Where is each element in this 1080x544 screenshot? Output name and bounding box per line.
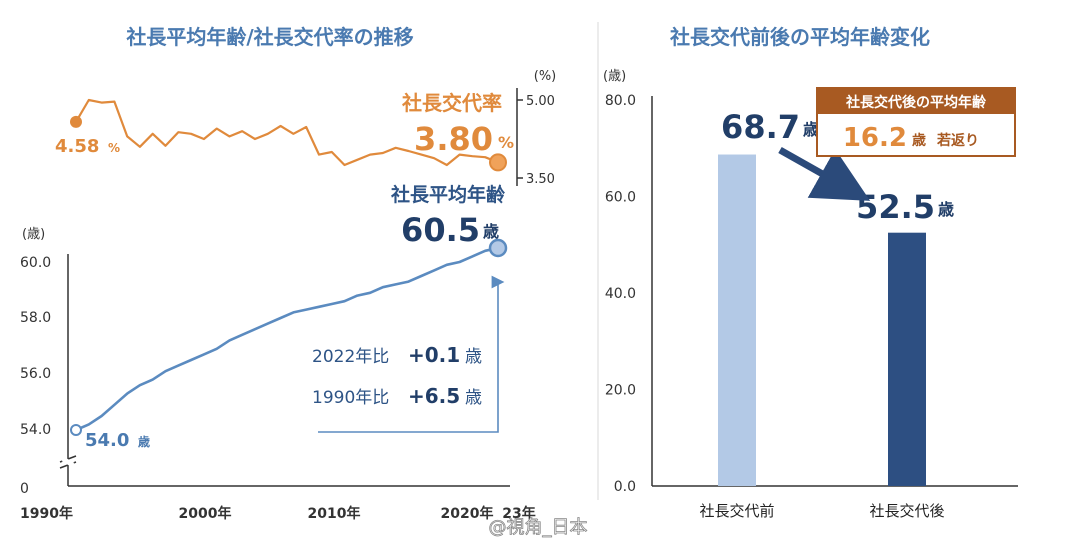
right-chart-title: 社長交代前後の平均年齢変化 [669,25,930,49]
rate-end-value: 3.80 [414,120,493,158]
watermark: @視角_日本 [489,517,588,538]
x-tick-labels: 1990年 2000年 2010年 2020年 23年 [20,505,536,522]
summary-box-unit: 歳 [912,132,926,149]
age-tick-label: 54.0 [20,422,51,438]
age-tick-label: 0 [20,481,29,497]
rate-start-marker [70,115,82,128]
cmp-2022-unit: 歳 [465,347,482,367]
bar-tick-label: 40.0 [605,286,636,302]
age-end-value: 60.5 [401,211,480,249]
rate-start-unit: % [108,141,120,155]
bar-category-label: 社長交代後 [869,502,944,520]
cmp-2022-prefix: 2022年比 [312,347,389,367]
bar-tick-label: 80.0 [605,93,636,109]
rate-tick-label: 3.50 [526,172,555,187]
summary-box-header [817,88,1015,114]
rate-axis-unit: (%) [534,69,557,84]
x-tick-label: 1990年 [20,505,73,522]
rate-end-unit: % [498,133,514,152]
bar-tick-labels: 80.0 60.0 40.0 20.0 0.0 [605,93,636,495]
bar-after [888,232,926,486]
x-tick-label: 2010年 [308,505,361,522]
age-start-value: 54.0 [85,430,129,451]
cmp-1990-prefix: 1990年比 [312,388,389,408]
rate-start-value: 4.58 [55,136,99,157]
bar-category-label: 社長交代前 [699,502,774,520]
bar-after-unit: 歳 [938,200,954,219]
age-series-line [75,246,499,432]
rate-tick-label: 5.00 [526,94,555,109]
bar-tick-label: 20.0 [605,383,636,399]
age-end-marker [488,238,508,258]
age-start-unit: 歳 [138,434,150,449]
age-axis-unit: (歳) [22,227,45,242]
bar-tick-label: 60.0 [605,190,636,206]
axis-break-gap [61,456,75,468]
rate-markers [70,115,507,172]
age-tick-label: 58.0 [20,310,51,326]
bar-before-value: 68.7 [721,108,800,146]
age-tick-labels: 60.0 58.0 56.0 54.0 0 [20,255,51,497]
age-start-marker [70,424,82,436]
x-tick-label: 23年 [502,505,535,522]
age-tick-label: 60.0 [20,255,51,271]
rate-end-marker [489,153,507,172]
age-end-unit: 歳 [483,222,499,241]
bar-before [718,154,756,486]
summary-box-suffix: 若返り [936,132,979,149]
rate-series-line [75,98,499,167]
bar-tick-label: 0.0 [614,479,636,495]
cmp-1990-value: +6.5 [408,384,460,408]
age-tick-label: 56.0 [20,366,51,382]
x-tick-label: 2020年 [441,505,494,522]
bar-after-value: 52.5 [856,188,935,226]
comparison-bracket [318,275,505,433]
cmp-1990-unit: 歳 [465,388,482,408]
left-chart-title: 社長平均年齢/社長交代率の推移 [125,25,413,49]
age-series-label: 社長平均年齢 [390,183,506,206]
bars: 社長交代前 社長交代後 [699,154,945,520]
summary-box-value: 16.2 [843,123,907,153]
bar-axis-unit: (歳) [603,69,626,84]
decrease-arrow [778,146,871,201]
rate-series-label: 社長交代率 [401,91,502,115]
summary-box-title: 社長交代後の平均年齢 [845,94,987,111]
x-tick-label: 2000年 [179,505,232,522]
cmp-2022-value: +0.1 [408,343,460,367]
bar-before-unit: 歳 [803,120,819,139]
age-markers [70,238,508,436]
